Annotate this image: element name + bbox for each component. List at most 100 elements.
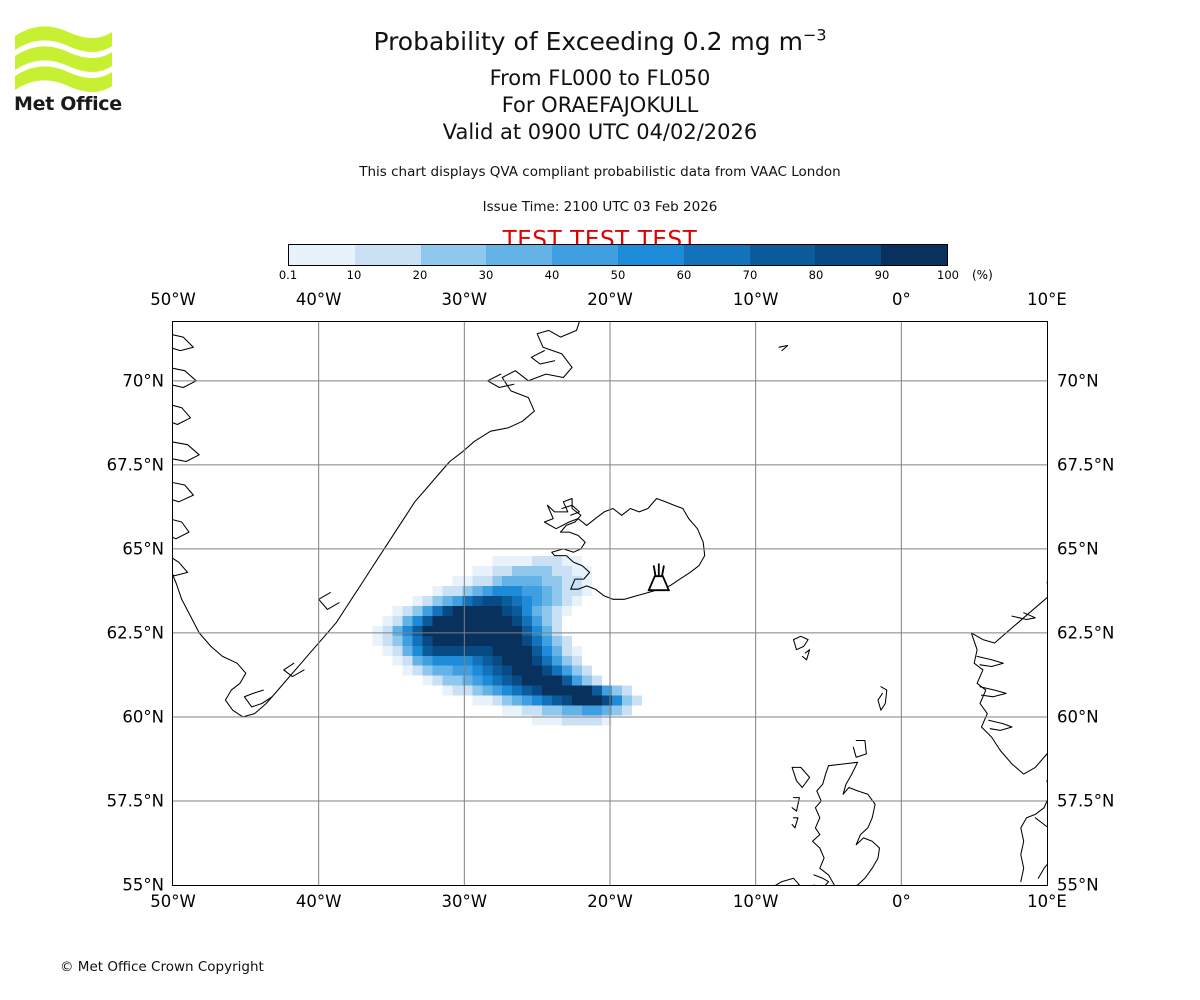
lat-label-left-55°N: 55°N <box>122 875 164 895</box>
colorbar-tick-80: 80 <box>808 268 824 282</box>
issue-time: Issue Time: 2100 UTC 03 Feb 2026 <box>482 198 718 215</box>
coastline <box>318 592 340 610</box>
lon-label-top-0°: 0° <box>891 290 911 309</box>
coastline <box>173 322 580 718</box>
lat-label-right-57.5°N: 57.5°N <box>1057 791 1115 811</box>
title-block: Probability of Exceeding 0.2 mg m−3 From… <box>0 0 1200 252</box>
copyright-notice: © Met Office Crown Copyright <box>60 959 264 975</box>
coastline <box>792 635 809 651</box>
lat-label-right-62.5°N: 62.5°N <box>1057 623 1115 643</box>
met-office-logo: Met Office <box>12 22 132 114</box>
coastline <box>801 649 811 661</box>
lat-label-left-65°N: 65°N <box>122 539 164 559</box>
coastline <box>173 441 200 463</box>
lat-label-right-55°N: 55°N <box>1057 875 1099 895</box>
volcano-cone-icon <box>647 575 671 592</box>
coastline <box>813 874 830 885</box>
lon-label-top-20°W: 20°W <box>587 290 633 309</box>
lat-label-left-70°N: 70°N <box>122 371 164 391</box>
page-title-text: Probability of Exceeding 0.2 mg m <box>373 27 803 56</box>
lon-label-top-10°W: 10°W <box>732 290 779 309</box>
lon-label-bottom-30°W: 30°W <box>441 892 488 911</box>
logo-waves <box>15 26 112 92</box>
colorbar-band-2 <box>420 245 487 265</box>
graticule-layer <box>173 322 1047 885</box>
coastline <box>173 482 194 503</box>
qva-note: This chart displays QVA compliant probab… <box>359 163 841 180</box>
page-title: Probability of Exceeding 0.2 mg m−3 <box>0 0 1200 54</box>
volcano-plume-icon <box>652 565 657 578</box>
lon-label-bottom-50°W: 50°W <box>150 892 196 911</box>
colorbar-band-5 <box>617 245 684 265</box>
coastline <box>173 557 189 577</box>
coastline <box>976 655 1004 668</box>
colorbar-tick-70: 70 <box>742 268 758 282</box>
colorbar-band-4 <box>552 245 618 265</box>
coastline <box>979 686 1007 698</box>
colorbar <box>288 244 948 266</box>
colorbar-tick-50: 50 <box>610 268 626 282</box>
coastline <box>811 761 881 885</box>
colorbar-tick-10: 10 <box>346 268 362 282</box>
lon-label-top-40°W: 40°W <box>295 290 342 309</box>
lat-label-left-60°N: 60°N <box>122 707 164 727</box>
map-plot-area <box>172 321 1048 886</box>
coastline <box>1034 817 1047 879</box>
lon-label-top-10°E: 10°E <box>1027 290 1067 309</box>
colorbar-tick-20: 20 <box>412 268 428 282</box>
colorbar-band-0 <box>289 245 355 265</box>
coastline <box>1011 612 1036 621</box>
colorbar-tick-0.1: 0.1 <box>278 268 298 282</box>
coastline <box>561 504 580 516</box>
coastline <box>173 519 190 540</box>
colorbar-band-6 <box>683 245 750 265</box>
coastline <box>877 686 888 711</box>
colorbar-tick-60: 60 <box>676 268 692 282</box>
map-canvas <box>173 322 1047 885</box>
logo-wordmark: Met Office <box>14 93 122 114</box>
coastline <box>970 632 1047 775</box>
page-title-exponent: −3 <box>802 25 827 45</box>
coastline <box>970 581 1047 644</box>
lat-label-right-70°N: 70°N <box>1057 371 1099 391</box>
coastline <box>791 817 799 829</box>
coastline <box>791 797 800 812</box>
lon-label-bottom-20°W: 20°W <box>587 892 633 911</box>
coastline <box>283 662 305 678</box>
colorbar-unit-label: (%) <box>972 268 993 282</box>
coastline <box>243 689 273 708</box>
coastline <box>530 350 556 365</box>
lon-label-bottom-10°W: 10°W <box>732 892 779 911</box>
coastline <box>988 719 1013 731</box>
colorbar-tick-90: 90 <box>874 268 890 282</box>
colorbar-gradient <box>288 244 948 266</box>
lat-label-right-60°N: 60°N <box>1057 707 1099 727</box>
lat-label-left-62.5°N: 62.5°N <box>106 623 164 643</box>
colorbar-band-3 <box>486 245 553 265</box>
ash-probability-layer <box>372 556 642 726</box>
colorbar-tick-30: 30 <box>478 268 494 282</box>
colorbar-band-1 <box>354 245 421 265</box>
coastline <box>487 373 515 389</box>
coastline-layer <box>173 322 1047 885</box>
lon-label-bottom-0°: 0° <box>891 892 911 911</box>
colorbar-band-9 <box>881 245 947 265</box>
coastline <box>852 739 867 758</box>
colorbar-tick-40: 40 <box>544 268 560 282</box>
coastline <box>1020 779 1047 883</box>
volcano-name-line: For ORAEFAJOKULL <box>501 92 699 117</box>
logo-graphic: Met Office <box>14 26 122 114</box>
colorbar-band-7 <box>749 245 816 265</box>
lat-label-left-57.5°N: 57.5°N <box>106 791 164 811</box>
volcano-marker <box>647 563 671 592</box>
volcano-plume-icon <box>661 565 665 578</box>
lat-label-left-67.5°N: 67.5°N <box>106 455 164 475</box>
lon-label-bottom-40°W: 40°W <box>295 892 342 911</box>
valid-time-line: Valid at 0900 UTC 04/02/2026 <box>442 119 758 144</box>
lat-label-right-67.5°N: 67.5°N <box>1057 455 1115 475</box>
lon-label-bottom-10°E: 10°E <box>1027 892 1067 911</box>
flight-level-range: From FL000 to FL050 <box>489 66 711 90</box>
lat-label-right-65°N: 65°N <box>1057 539 1099 559</box>
coastline <box>173 334 194 352</box>
lon-label-top-50°W: 50°W <box>150 290 196 309</box>
